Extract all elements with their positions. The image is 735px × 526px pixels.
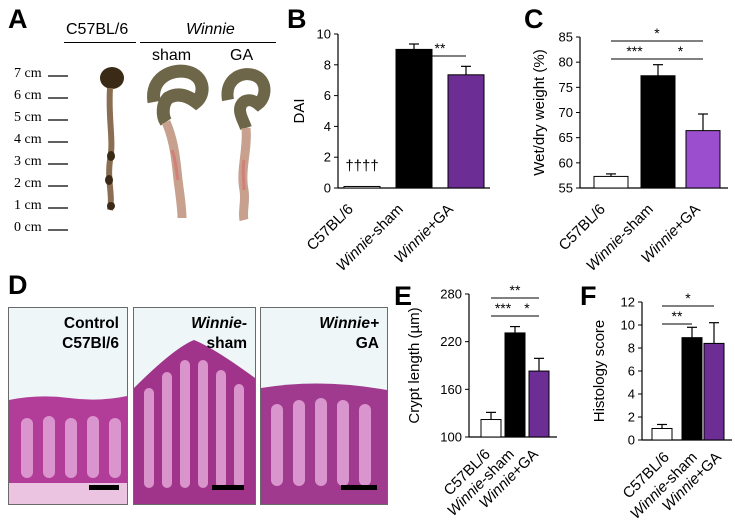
significance-label: *** <box>495 300 512 316</box>
ruler-5cm: 5 cm <box>14 110 42 125</box>
bar <box>395 48 433 189</box>
y-tick-label: 280 <box>440 287 462 302</box>
histology-label-ga: Winnie+ GA <box>319 314 379 354</box>
y-tick-label: 4 <box>628 387 635 402</box>
significance-label: †††† <box>345 157 378 174</box>
y-tick-label: 0 <box>324 181 331 196</box>
y-tick-label: 8 <box>324 57 331 72</box>
y-tick-label: 0 <box>628 433 635 448</box>
y-tick-label: 55 <box>559 181 573 196</box>
a-column-c57bl6: C57BL/6 <box>66 21 129 38</box>
colon-winnie-sham <box>147 64 209 219</box>
a-column-winnie: Winnie <box>186 21 235 38</box>
bar <box>681 337 703 441</box>
y-tick-label: 85 <box>559 30 573 45</box>
significance-label: * <box>654 25 660 41</box>
y-tick-label: 2 <box>324 150 331 165</box>
panel-label-a: A <box>8 4 28 34</box>
y-tick-label: 70 <box>559 105 573 120</box>
histology-label-control-line2: C57Bl/6 <box>62 335 119 353</box>
significance-label: * <box>524 300 530 316</box>
y-tick-label: 6 <box>628 364 635 379</box>
ruler-2cm: 2 cm <box>14 176 42 191</box>
ruler-3cm: 3 cm <box>14 154 42 169</box>
significance-label: *** <box>626 43 643 59</box>
y-tick-label: 80 <box>559 55 573 70</box>
a-underline-c57bl6 <box>64 42 136 43</box>
y-tick-label: 10 <box>621 318 635 333</box>
histology-label-control-line1: Control <box>63 315 119 332</box>
bar <box>593 175 629 189</box>
y-tick-label: 75 <box>559 80 573 95</box>
y-axis-label: DAI <box>291 98 308 123</box>
a-ruler-ticks <box>48 75 68 231</box>
ruler-1cm: 1 cm <box>14 198 42 213</box>
scale-bar-control <box>89 485 119 490</box>
y-tick-label: 160 <box>440 382 462 397</box>
significance-label: ** <box>435 40 446 56</box>
y-tick-label: 60 <box>559 155 573 170</box>
bar <box>343 185 381 189</box>
y-tick-label: 2 <box>628 410 635 425</box>
panel-label-e: E <box>394 281 413 311</box>
bar <box>528 370 550 438</box>
y-tick-label: 100 <box>440 430 462 445</box>
y-axis-label: Wet/dry weight (%) <box>531 49 548 175</box>
significance-label: ** <box>510 283 521 298</box>
histology-crypts-ga <box>261 308 387 504</box>
histology-label-sham: Winnie- sham <box>191 314 247 354</box>
bar <box>685 130 721 189</box>
ruler-0cm: 0 cm <box>14 220 42 235</box>
histology-label-ga-line2: GA <box>355 335 379 353</box>
a-underline-winnie <box>140 42 276 43</box>
significance-label: * <box>678 43 684 59</box>
y-axis-label: Crypt length (µm) <box>406 307 423 423</box>
colon-winnie-ga <box>221 68 271 222</box>
histology-image-ga: Winnie+ GA <box>260 307 388 505</box>
y-tick-label: 8 <box>628 341 635 356</box>
a-colon-photos <box>100 64 271 222</box>
histology-image-control: Control C57Bl/6 <box>8 307 128 505</box>
colon-c57bl6 <box>100 67 124 211</box>
y-tick-label: 6 <box>324 88 331 103</box>
ruler-4cm: 4 cm <box>14 132 42 147</box>
scale-bar-ga <box>341 485 377 490</box>
histology-crypts-control <box>9 308 127 504</box>
panel-label-f: F <box>580 281 597 311</box>
bar <box>480 419 502 438</box>
y-tick-label: 4 <box>324 119 331 134</box>
histology-label-sham-line2: sham <box>206 335 248 353</box>
y-tick-label: 12 <box>621 295 635 310</box>
ruler-7cm: 7 cm <box>14 66 42 81</box>
a-sub-ga: GA <box>230 47 254 64</box>
panel-label-d: D <box>8 270 28 300</box>
significance-label: * <box>685 290 691 306</box>
bar <box>504 332 526 438</box>
histology-crypts-sham <box>134 308 255 504</box>
bar <box>640 75 676 189</box>
chart-b-dai: 0246810DAIC57BL/6Winnie-shamWinnie+GA†††… <box>291 27 490 275</box>
y-axis-label: Histology score <box>591 320 608 423</box>
histology-image-sham: Winnie- sham <box>133 307 256 505</box>
panel-label-c: C <box>524 4 544 34</box>
scale-bar-sham <box>212 485 244 490</box>
panel-label-b: B <box>287 4 307 34</box>
bar <box>651 428 673 441</box>
a-sub-sham: sham <box>152 47 192 64</box>
y-tick-label: 10 <box>317 27 331 42</box>
histology-label-control: Control C57Bl/6 <box>62 314 119 354</box>
significance-label: ** <box>672 308 683 324</box>
ruler-6cm: 6 cm <box>14 88 42 103</box>
y-tick-label: 65 <box>559 130 573 145</box>
y-tick-label: 220 <box>440 334 462 349</box>
bar <box>447 74 485 189</box>
histology-label-sham-line1: Winnie- <box>191 315 247 332</box>
bar <box>703 342 725 441</box>
histology-label-ga-line1: Winnie+ <box>319 315 379 332</box>
